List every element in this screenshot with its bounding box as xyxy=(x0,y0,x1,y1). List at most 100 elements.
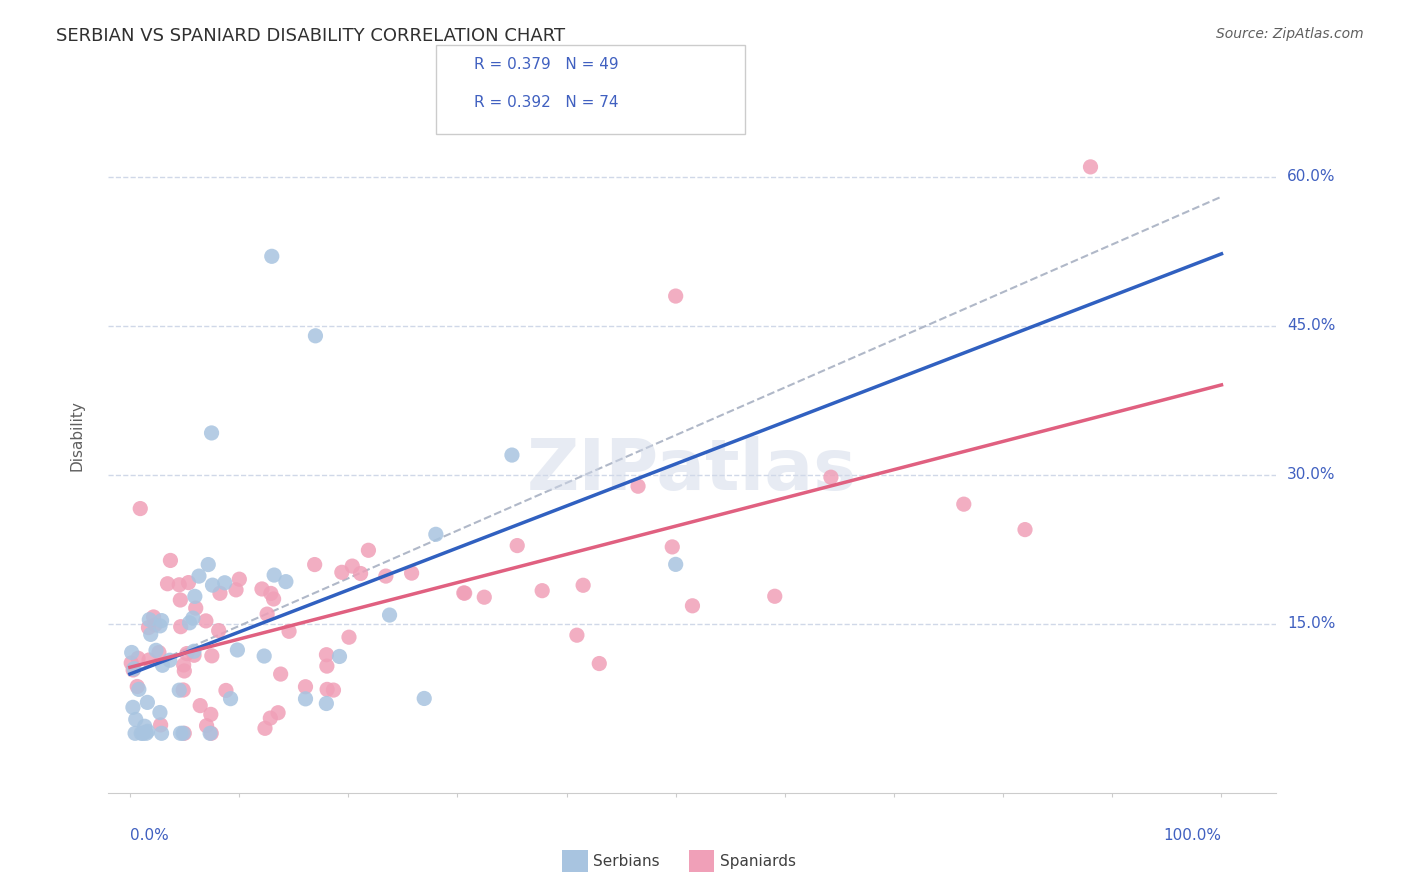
Serbians xyxy=(201,578,224,592)
Text: R = 0.392   N = 74: R = 0.392 N = 74 xyxy=(474,95,619,110)
Serbians xyxy=(136,724,159,739)
Serbians xyxy=(198,726,221,740)
Spaniards xyxy=(342,559,364,574)
Serbians xyxy=(219,691,242,706)
Spaniards xyxy=(228,572,250,586)
Spaniards xyxy=(159,553,181,567)
Spaniards xyxy=(127,651,149,665)
Serbians xyxy=(665,558,688,572)
Serbians xyxy=(181,611,204,625)
Text: 15.0%: 15.0% xyxy=(1286,616,1336,632)
Spaniards xyxy=(322,683,344,698)
Text: 100.0%: 100.0% xyxy=(1164,828,1222,843)
Text: 0.0%: 0.0% xyxy=(129,828,169,843)
Spaniards xyxy=(531,583,554,598)
Spaniards xyxy=(565,628,588,642)
Spaniards xyxy=(138,653,160,667)
Spaniards xyxy=(572,578,595,592)
Serbians xyxy=(183,644,205,658)
Spaniards xyxy=(169,593,191,607)
Spaniards xyxy=(156,576,179,591)
Text: Spaniards: Spaniards xyxy=(720,855,796,869)
Serbians xyxy=(132,726,155,740)
Spaniards xyxy=(681,599,703,613)
Text: 45.0%: 45.0% xyxy=(1286,318,1336,334)
Spaniards xyxy=(172,683,194,698)
Spaniards xyxy=(374,569,396,583)
Serbians xyxy=(214,575,236,590)
Text: R = 0.379   N = 49: R = 0.379 N = 49 xyxy=(474,57,619,71)
Text: 60.0%: 60.0% xyxy=(1286,169,1336,185)
Serbians xyxy=(501,448,523,462)
Spaniards xyxy=(665,289,688,303)
Spaniards xyxy=(453,586,475,600)
Text: 30.0%: 30.0% xyxy=(1286,467,1336,483)
Serbians xyxy=(121,645,143,659)
Serbians xyxy=(226,643,249,657)
Spaniards xyxy=(259,711,281,725)
Spaniards xyxy=(661,540,683,554)
Spaniards xyxy=(129,501,152,516)
Spaniards xyxy=(253,721,276,735)
Spaniards xyxy=(316,682,339,697)
Spaniards xyxy=(184,601,207,615)
Spaniards xyxy=(208,624,231,638)
Serbians xyxy=(145,643,167,657)
Spaniards xyxy=(201,648,224,663)
Spaniards xyxy=(453,586,475,600)
Spaniards xyxy=(208,586,231,600)
Spaniards xyxy=(315,648,337,662)
Serbians xyxy=(125,713,148,727)
Spaniards xyxy=(250,582,273,596)
Spaniards xyxy=(170,620,193,634)
Text: ZIPatlas: ZIPatlas xyxy=(527,436,858,506)
Spaniards xyxy=(337,630,360,644)
Serbians xyxy=(328,649,350,664)
Serbians xyxy=(200,425,222,440)
Serbians xyxy=(413,691,436,706)
Spaniards xyxy=(304,558,326,572)
Serbians xyxy=(425,527,447,541)
Spaniards xyxy=(820,470,842,484)
Serbians xyxy=(122,662,145,676)
Spaniards xyxy=(401,566,423,581)
Serbians xyxy=(150,614,173,628)
Spaniards xyxy=(270,667,292,681)
Serbians xyxy=(159,653,181,667)
Spaniards xyxy=(225,582,247,597)
Y-axis label: Disability: Disability xyxy=(70,400,84,471)
Spaniards xyxy=(138,621,160,635)
Serbians xyxy=(149,619,172,633)
Serbians xyxy=(124,726,146,740)
Spaniards xyxy=(200,726,222,740)
Spaniards xyxy=(472,590,495,604)
Spaniards xyxy=(142,610,165,624)
Serbians xyxy=(179,615,201,630)
Spaniards xyxy=(315,659,337,673)
Spaniards xyxy=(263,592,285,607)
Serbians xyxy=(260,249,283,263)
Serbians xyxy=(128,682,150,697)
Spaniards xyxy=(256,607,278,621)
Spaniards xyxy=(183,648,205,663)
Spaniards xyxy=(294,680,316,694)
Spaniards xyxy=(588,657,610,671)
Spaniards xyxy=(177,575,200,590)
Spaniards xyxy=(143,618,166,632)
Spaniards xyxy=(349,566,371,581)
Serbians xyxy=(152,658,174,673)
Spaniards xyxy=(194,614,217,628)
Spaniards xyxy=(330,566,353,580)
Spaniards xyxy=(149,718,172,732)
Spaniards xyxy=(173,657,195,672)
Spaniards xyxy=(763,589,786,603)
Spaniards xyxy=(506,539,529,553)
Serbians xyxy=(184,590,207,604)
Spaniards xyxy=(195,719,218,733)
Spaniards xyxy=(188,698,211,713)
Serbians xyxy=(274,574,297,589)
Spaniards xyxy=(627,479,650,493)
Serbians xyxy=(315,697,337,711)
Serbians xyxy=(294,691,316,706)
Spaniards xyxy=(176,647,198,661)
